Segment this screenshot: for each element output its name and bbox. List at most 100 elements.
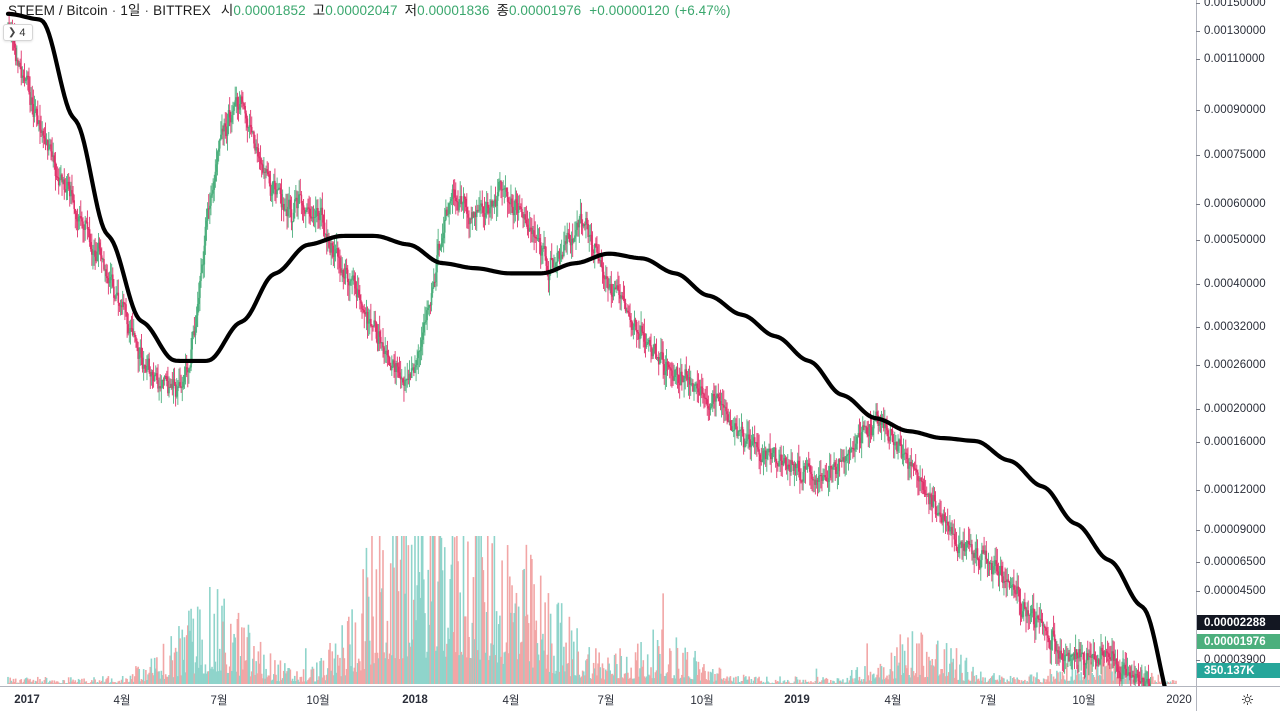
time-tick-label: 2017 — [14, 693, 40, 706]
price-tick-dash — [1196, 326, 1200, 328]
price-tick-label: 0.00150000 — [1204, 0, 1266, 9]
time-tick-label: 10월 — [306, 694, 330, 707]
price-tick-dash — [1196, 590, 1200, 592]
price-tick-label: 0.00004500 — [1204, 585, 1266, 597]
price-tick-label: 0.00016000 — [1204, 436, 1266, 448]
price-tick-dash — [1196, 529, 1200, 531]
price-tick-label: 0.00012000 — [1204, 484, 1266, 496]
price-tick-label: 0.00020000 — [1204, 403, 1266, 415]
volume-series — [7, 536, 1177, 684]
price-tick-dash — [1196, 2, 1200, 4]
time-tick-label: 10월 — [690, 694, 714, 707]
price-tick-label: 0.00130000 — [1204, 25, 1266, 37]
price-badge-dark: 0.00002288 — [1197, 615, 1280, 630]
symbol-title[interactable]: STEEM / Bitcoin — [8, 3, 108, 18]
ohlc-close: 종0.00001976 — [496, 2, 581, 20]
price-tick: 0.00150000 — [1196, 0, 1280, 10]
price-tick-dash — [1196, 30, 1200, 32]
time-axis-separator — [1196, 687, 1197, 711]
ohlc-high-value: 0.00002047 — [325, 3, 398, 18]
time-tick-label: 2019 — [784, 693, 810, 706]
price-tick-dash — [1196, 364, 1200, 366]
price-tick: 0.00004500 — [1196, 584, 1280, 598]
ohlc-low-label: 저 — [404, 3, 418, 18]
legend-separator-1: · — [111, 3, 117, 18]
price-tick-dash — [1196, 408, 1200, 410]
time-tick-label: 7월 — [597, 694, 615, 707]
price-tick-dash — [1196, 154, 1200, 156]
price-tick-label: 0.00050000 — [1204, 234, 1266, 246]
price-tick: 0.00130000 — [1196, 24, 1280, 38]
time-tick-label: 7월 — [979, 694, 997, 707]
ohlc-open: 시0.00001852 — [221, 2, 306, 20]
price-tick-label: 0.00032000 — [1204, 321, 1266, 333]
price-tick: 0.00026000 — [1196, 358, 1280, 372]
price-tick-dash — [1196, 659, 1200, 661]
price-tick: 0.00075000 — [1196, 148, 1280, 162]
time-tick-label: 7월 — [210, 694, 228, 707]
price-axis-line — [1196, 0, 1197, 686]
price-tick-dash — [1196, 239, 1200, 241]
resolution-label[interactable]: 1일 — [120, 3, 141, 18]
indicators-collapsed-widget[interactable]: ❯ 4 — [3, 24, 33, 41]
gear-icon[interactable] — [1241, 693, 1254, 706]
price-tick: 0.00016000 — [1196, 435, 1280, 449]
price-tick-label: 0.00009000 — [1204, 524, 1266, 536]
price-tick-label: 0.00040000 — [1204, 278, 1266, 290]
price-tick: 0.00032000 — [1196, 320, 1280, 334]
ohlc-low-value: 0.00001836 — [417, 3, 490, 18]
chart-legend: STEEM / Bitcoin · 1일 · BITTREX 시0.000018… — [8, 2, 731, 20]
price-tick-dash — [1196, 203, 1200, 205]
price-tick-dash — [1196, 283, 1200, 285]
chevron-right-icon[interactable]: ❯ — [8, 26, 17, 38]
change-percent: (+6.47%) — [674, 3, 731, 18]
time-tick-label: 2018 — [402, 693, 428, 706]
time-tick-label: 10월 — [1072, 694, 1096, 707]
price-tick-label: 0.00090000 — [1204, 104, 1266, 116]
price-tick-dash — [1196, 109, 1200, 111]
time-tick-label: 4월 — [502, 694, 520, 707]
time-tick-label: 2020 — [1166, 693, 1192, 706]
ohlc-open-value: 0.00001852 — [233, 3, 306, 18]
price-tick: 0.00110000 — [1196, 52, 1280, 66]
price-tick-label: 0.00110000 — [1204, 53, 1265, 65]
price-tick: 0.00050000 — [1196, 233, 1280, 247]
price-tick: 0.00060000 — [1196, 197, 1280, 211]
chart-settings-button[interactable] — [1234, 687, 1260, 711]
exchange-label[interactable]: BITTREX — [153, 3, 211, 18]
ohlc-open-label: 시 — [220, 3, 234, 18]
ohlc-low: 저0.00001836 — [405, 2, 490, 20]
time-axis[interactable]: 2017 4월 7월 10월 2018 4월 7월 10월 2019 4월 7월 10월 2020 — [0, 686, 1280, 711]
price-tick-dash — [1196, 489, 1200, 491]
chart-plot-area[interactable] — [0, 0, 1196, 686]
price-badge-cyan: 350.137K — [1197, 663, 1280, 678]
price-tick-label: 0.00006500 — [1204, 556, 1266, 568]
ohlc-values: 시0.00001852 고0.00002047 저0.00001836 종0.0… — [221, 2, 731, 20]
price-tick: 0.00020000 — [1196, 402, 1280, 416]
legend-separator-2: · — [144, 3, 150, 18]
chart-canvas — [5, 11, 1177, 686]
ohlc-high: 고0.00002047 — [313, 2, 398, 20]
price-badge-green: 0.00001976 — [1197, 634, 1280, 649]
change-absolute: +0.00000120 — [589, 3, 670, 18]
ohlc-close-value: 0.00001976 — [508, 3, 582, 18]
price-tick: 0.00012000 — [1196, 483, 1280, 497]
price-tick-label: 0.00060000 — [1204, 198, 1266, 210]
ohlc-close-label: 종 — [496, 3, 509, 18]
candlestick-series — [7, 11, 1152, 686]
price-tick-label: 0.00026000 — [1204, 359, 1266, 371]
time-tick-label: 4월 — [113, 694, 131, 707]
price-tick-label: 0.00075000 — [1204, 149, 1266, 161]
moving-average-line — [5, 11, 1167, 686]
ohlc-high-label: 고 — [312, 3, 326, 18]
price-tick-dash — [1196, 58, 1200, 60]
indicator-count: 4 — [19, 26, 26, 39]
price-tick: 0.00009000 — [1196, 523, 1280, 537]
price-tick: 0.00006500 — [1196, 555, 1280, 569]
price-axis[interactable]: 0.00150000 0.00130000 0.00110000 0.00090000… — [1196, 0, 1280, 686]
price-tick: 0.00040000 — [1196, 277, 1280, 291]
price-tick-dash — [1196, 441, 1200, 443]
time-tick-label: 4월 — [884, 694, 902, 707]
price-tick: 0.00090000 — [1196, 103, 1280, 117]
